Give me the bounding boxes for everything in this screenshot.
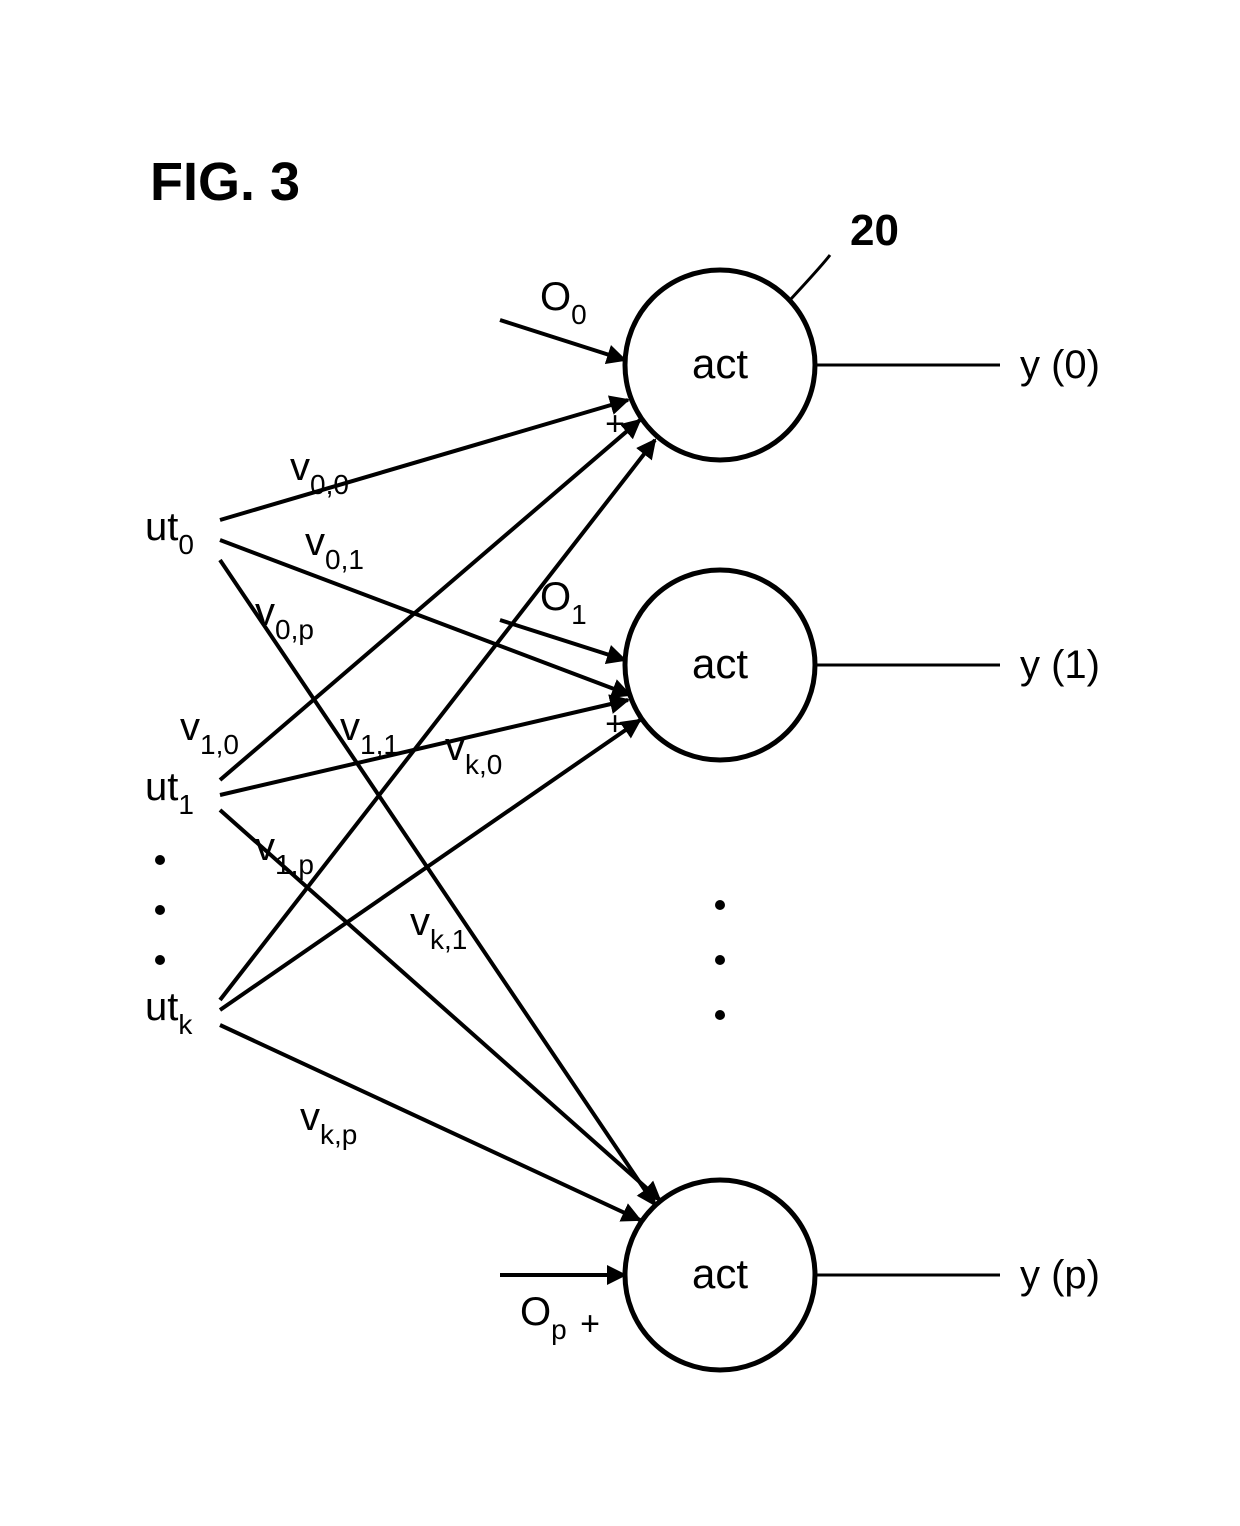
bias-label: O1	[540, 575, 587, 630]
output-label: y (p)	[1020, 1253, 1100, 1297]
node-label: act	[692, 1250, 748, 1297]
figure-title: FIG. 3	[150, 152, 300, 212]
weight-label: v1,0	[180, 705, 239, 760]
weight-label: v0,0	[290, 445, 349, 500]
node-label: act	[692, 340, 748, 387]
sum-plus: +	[580, 1305, 600, 1343]
reference-number: 20	[850, 206, 899, 255]
node-label: act	[692, 640, 748, 687]
weight-label: vk,1	[410, 900, 467, 955]
weight-label: v0,p	[255, 590, 314, 645]
reference-leader	[790, 255, 830, 300]
weight-edge	[220, 440, 655, 1000]
sum-plus: +	[605, 405, 625, 443]
input-label: ut1	[145, 765, 194, 820]
sum-plus: +	[605, 705, 625, 743]
weight-edge	[220, 400, 628, 520]
weight-label: v1,p	[255, 825, 314, 880]
weight-label: v0,1	[305, 520, 364, 575]
bias-label: Op	[520, 1290, 567, 1345]
vdots-inputs	[155, 855, 165, 965]
bias-label: O0	[540, 275, 587, 330]
weight-edge	[220, 700, 628, 795]
output-label: y (0)	[1020, 343, 1100, 387]
input-label: ut0	[145, 505, 194, 560]
weight-label: vk,p	[300, 1095, 357, 1150]
bias-arrow	[500, 320, 625, 360]
weight-edge	[220, 1025, 640, 1220]
vdots-nodes	[715, 900, 725, 1020]
input-label: utk	[145, 985, 193, 1040]
weight-edge	[220, 560, 655, 1205]
output-label: y (1)	[1020, 643, 1100, 687]
